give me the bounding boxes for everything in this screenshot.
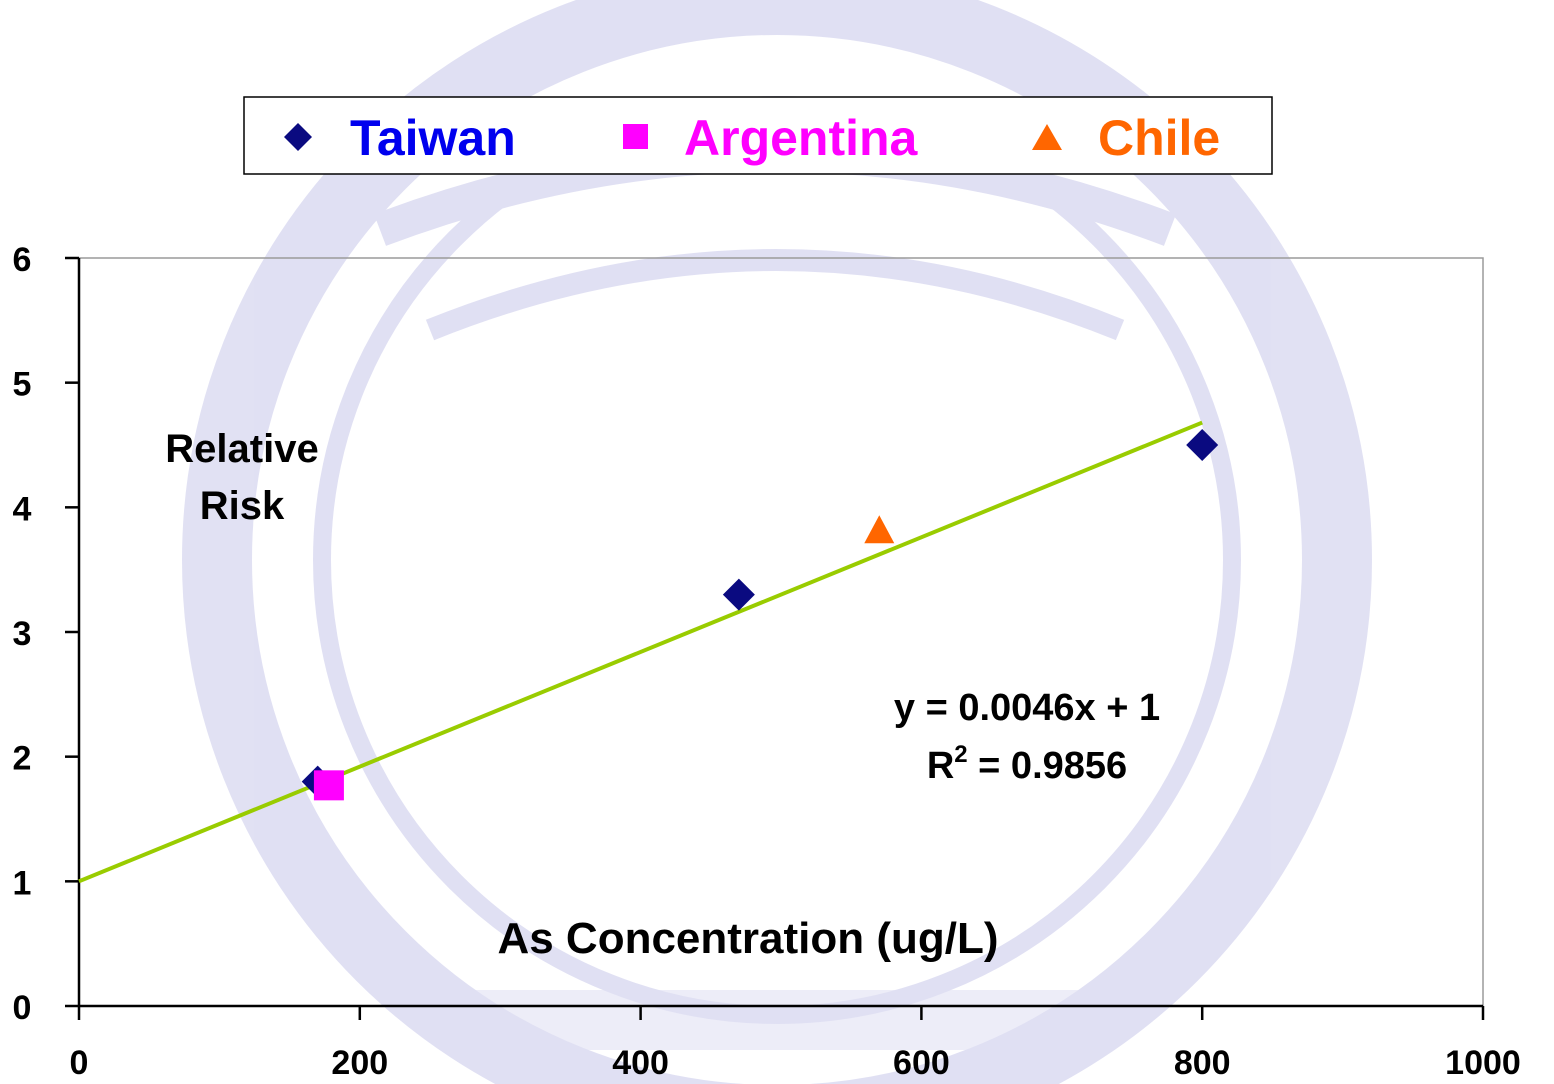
y-axis-title-line2: Risk [200,484,285,528]
data-point-argentina [313,770,344,801]
seal-bottom-band [470,990,1090,1050]
trendline [78,420,1203,884]
legend-label-argentina: Argentina [684,110,919,166]
y-tick-label: 3 [13,615,32,653]
x-tick-label: 600 [893,1044,950,1082]
data-point-chile [864,515,895,544]
y-tick-label: 0 [13,989,32,1027]
legend-label-chile: Chile [1098,110,1220,166]
x-tick-label: 400 [612,1044,669,1082]
y-tick-label: 4 [13,490,32,528]
legend-diamond-marker [284,123,312,151]
points-layer [301,429,1219,801]
trendline-r-squared: R2 = 0.9856 [927,741,1127,787]
legend: Taiwan Argentina Chile [243,96,1273,175]
x-tick-label: 0 [70,1044,89,1082]
ticks-layer: 0 1 2 3 4 5 6 0 200 400 600 800 1000 [13,241,1521,1082]
legend-box [243,96,1273,175]
data-point-taiwan [1186,429,1219,461]
legend-label-taiwan: Taiwan [350,110,516,166]
r-squared-letter: R [927,745,954,787]
legend-item-chile: Chile [1032,110,1220,166]
y-tick-label: 2 [13,740,32,778]
data-point-taiwan [722,578,755,611]
trendline-equation: y = 0.0046x + 1 [894,687,1160,729]
legend-item-argentina: Argentina [623,110,919,166]
x-tick-label: 200 [331,1044,388,1082]
x-tick-label: 800 [1174,1044,1231,1082]
seal-outer-ring [182,0,1372,1084]
seal-inner-ring [313,96,1241,1024]
y-axis-title-line1: Relative [165,427,318,471]
r-squared-value: = 0.9856 [968,745,1128,787]
trendline-layer [78,420,1203,884]
y-tick-label: 5 [13,366,32,404]
r-squared-superscript: 2 [954,741,967,768]
x-tick-label: 1000 [1445,1044,1521,1082]
legend-square-marker [623,124,648,149]
seal-arc-mid [425,249,1125,341]
legend-item-taiwan: Taiwan [284,110,516,166]
legend-triangle-marker [1032,124,1062,150]
x-axis-title: As Concentration (ug/L) [497,914,998,963]
y-tick-label: 6 [13,241,32,279]
y-tick-label: 1 [13,864,32,902]
